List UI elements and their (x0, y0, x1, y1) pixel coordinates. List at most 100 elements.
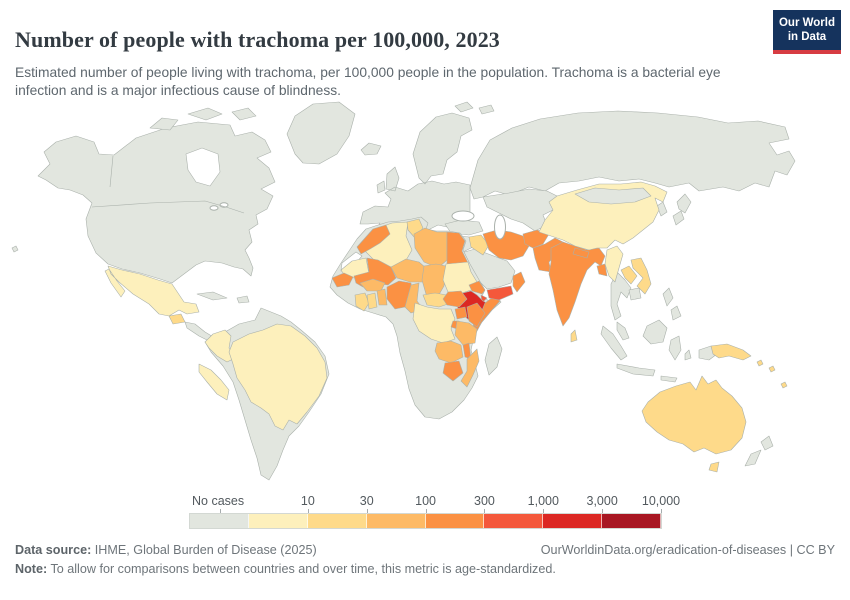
note-text: To allow for comparisons between countri… (47, 562, 556, 576)
legend-tick (602, 509, 604, 514)
country-brazil[interactable] (228, 323, 328, 431)
legend-tick-label: 3,000 (586, 494, 618, 508)
region-korea[interactable] (656, 201, 668, 217)
legend-tick-label: 1,000 (527, 494, 559, 508)
country-madagascar[interactable] (484, 336, 503, 376)
legend-tick (425, 509, 427, 514)
map-legend: No cases 10 30 100 300 1,000 3,000 10,000 (189, 494, 680, 530)
country-bangladesh[interactable] (596, 263, 608, 277)
country-solomon-islands[interactable] (756, 359, 788, 389)
world-map-svg (11, 101, 796, 481)
legend-labels: No cases 10 30 100 300 1,000 3,000 10,000 (190, 494, 680, 530)
page-title: Number of people with trachoma per 100,0… (15, 26, 500, 52)
country-ivory-coast[interactable] (354, 292, 370, 312)
country-zambia[interactable] (434, 340, 464, 364)
legend-tick (484, 509, 486, 514)
country-oman[interactable] (512, 271, 526, 293)
region-malaysia[interactable] (616, 319, 668, 345)
note-line: Note: To allow for comparisons between c… (15, 562, 835, 576)
data-source-line: Data source: IHME, Global Burden of Dise… (15, 543, 317, 557)
us-canada-border (91, 200, 245, 214)
country-benin-togo[interactable] (376, 288, 388, 306)
country-iraq[interactable] (468, 234, 490, 256)
country-mexico[interactable] (104, 265, 200, 317)
country-ghana[interactable] (366, 292, 378, 310)
country-senegal[interactable] (331, 272, 354, 288)
country-nepal[interactable] (572, 247, 590, 259)
chart-footer: Data source: IHME, Global Burden of Dise… (15, 543, 835, 576)
country-morocco[interactable] (356, 224, 391, 255)
legend-swatch-bin-7[interactable] (602, 514, 661, 528)
country-thailand[interactable] (610, 271, 632, 321)
country-chad[interactable] (421, 263, 447, 299)
country-yemen[interactable] (486, 285, 514, 301)
landmass-arctic-islands[interactable] (149, 107, 257, 131)
country-guatemala[interactable] (168, 313, 186, 325)
great-lakes (209, 205, 219, 211)
country-philippines[interactable] (662, 287, 682, 321)
legend-tick (366, 509, 368, 514)
country-sri-lanka[interactable] (570, 329, 578, 343)
chart-subtitle: Estimated number of people living with t… (15, 64, 721, 99)
legend-tick-label: 30 (359, 494, 374, 508)
country-afghanistan[interactable] (522, 229, 550, 249)
legend-swatch-no-cases[interactable] (190, 514, 249, 528)
country-burkina-faso[interactable] (359, 278, 386, 292)
country-new-zealand[interactable] (744, 435, 774, 467)
country-indonesia[interactable] (600, 325, 692, 383)
country-india[interactable] (548, 241, 606, 327)
country-vietnam[interactable] (630, 257, 652, 295)
country-laos[interactable] (620, 265, 638, 285)
legend-tick (661, 509, 662, 514)
country-mozambique[interactable] (460, 348, 480, 388)
island-hispaniola[interactable] (236, 295, 250, 304)
landmass-europe[interactable] (359, 112, 473, 240)
legend-tick-label: 10,000 (641, 494, 681, 508)
caspian-sea (494, 214, 506, 240)
country-japan[interactable] (672, 193, 692, 226)
legend-tick-label: 10 (300, 494, 315, 508)
note-label: Note: (15, 562, 48, 576)
country-south-sudan[interactable] (442, 290, 468, 308)
country-tanzania[interactable] (454, 320, 478, 346)
legend-label-no-cases: No cases (192, 494, 245, 508)
country-russia[interactable] (454, 101, 796, 200)
island-hawaii[interactable] (11, 245, 19, 253)
country-mali[interactable] (353, 257, 397, 288)
legend-swatch-bin-3[interactable] (366, 514, 426, 528)
country-iceland[interactable] (360, 142, 382, 156)
data-source-text: IHME, Global Burden of Disease (2025) (91, 543, 317, 557)
country-cuba[interactable] (196, 291, 228, 301)
legend-swatch-bin-5[interactable] (484, 514, 544, 528)
legend-swatch-bin-4[interactable] (425, 514, 485, 528)
owid-logo-line2: in Data (787, 31, 827, 44)
country-cambodia[interactable] (628, 287, 642, 301)
country-eritrea[interactable] (468, 280, 486, 295)
owid-logo[interactable]: Our World in Data (773, 10, 841, 54)
owid-logo-accent (773, 49, 841, 54)
legend-tick (543, 509, 545, 514)
country-mongolia-overlay[interactable] (574, 187, 652, 205)
country-zimbabwe[interactable] (442, 360, 464, 382)
data-source-label: Data source: (15, 543, 92, 557)
country-papua-new-guinea[interactable] (710, 343, 752, 361)
country-australia[interactable] (641, 375, 747, 473)
country-drc[interactable] (412, 302, 456, 344)
country-kenya[interactable] (466, 302, 486, 328)
legend-swatch-bin-6[interactable] (543, 514, 603, 528)
legend-tick-label: 100 (415, 494, 436, 508)
country-greenland[interactable] (286, 101, 356, 165)
country-peru[interactable] (198, 363, 230, 401)
legend-swatches (189, 513, 662, 529)
owid-link[interactable]: OurWorldinData.org/eradication-of-diseas… (540, 543, 835, 557)
legend-swatch-bin-1[interactable] (249, 514, 308, 528)
alaska-canada-border (109, 155, 114, 188)
world-map (0, 92, 850, 496)
hudson-bay (185, 147, 221, 187)
country-myanmar[interactable] (604, 245, 624, 283)
country-sudan[interactable] (442, 261, 478, 295)
legend-tick (307, 509, 309, 514)
legend-swatch-bin-2[interactable] (307, 514, 367, 528)
country-uganda[interactable] (454, 306, 468, 320)
